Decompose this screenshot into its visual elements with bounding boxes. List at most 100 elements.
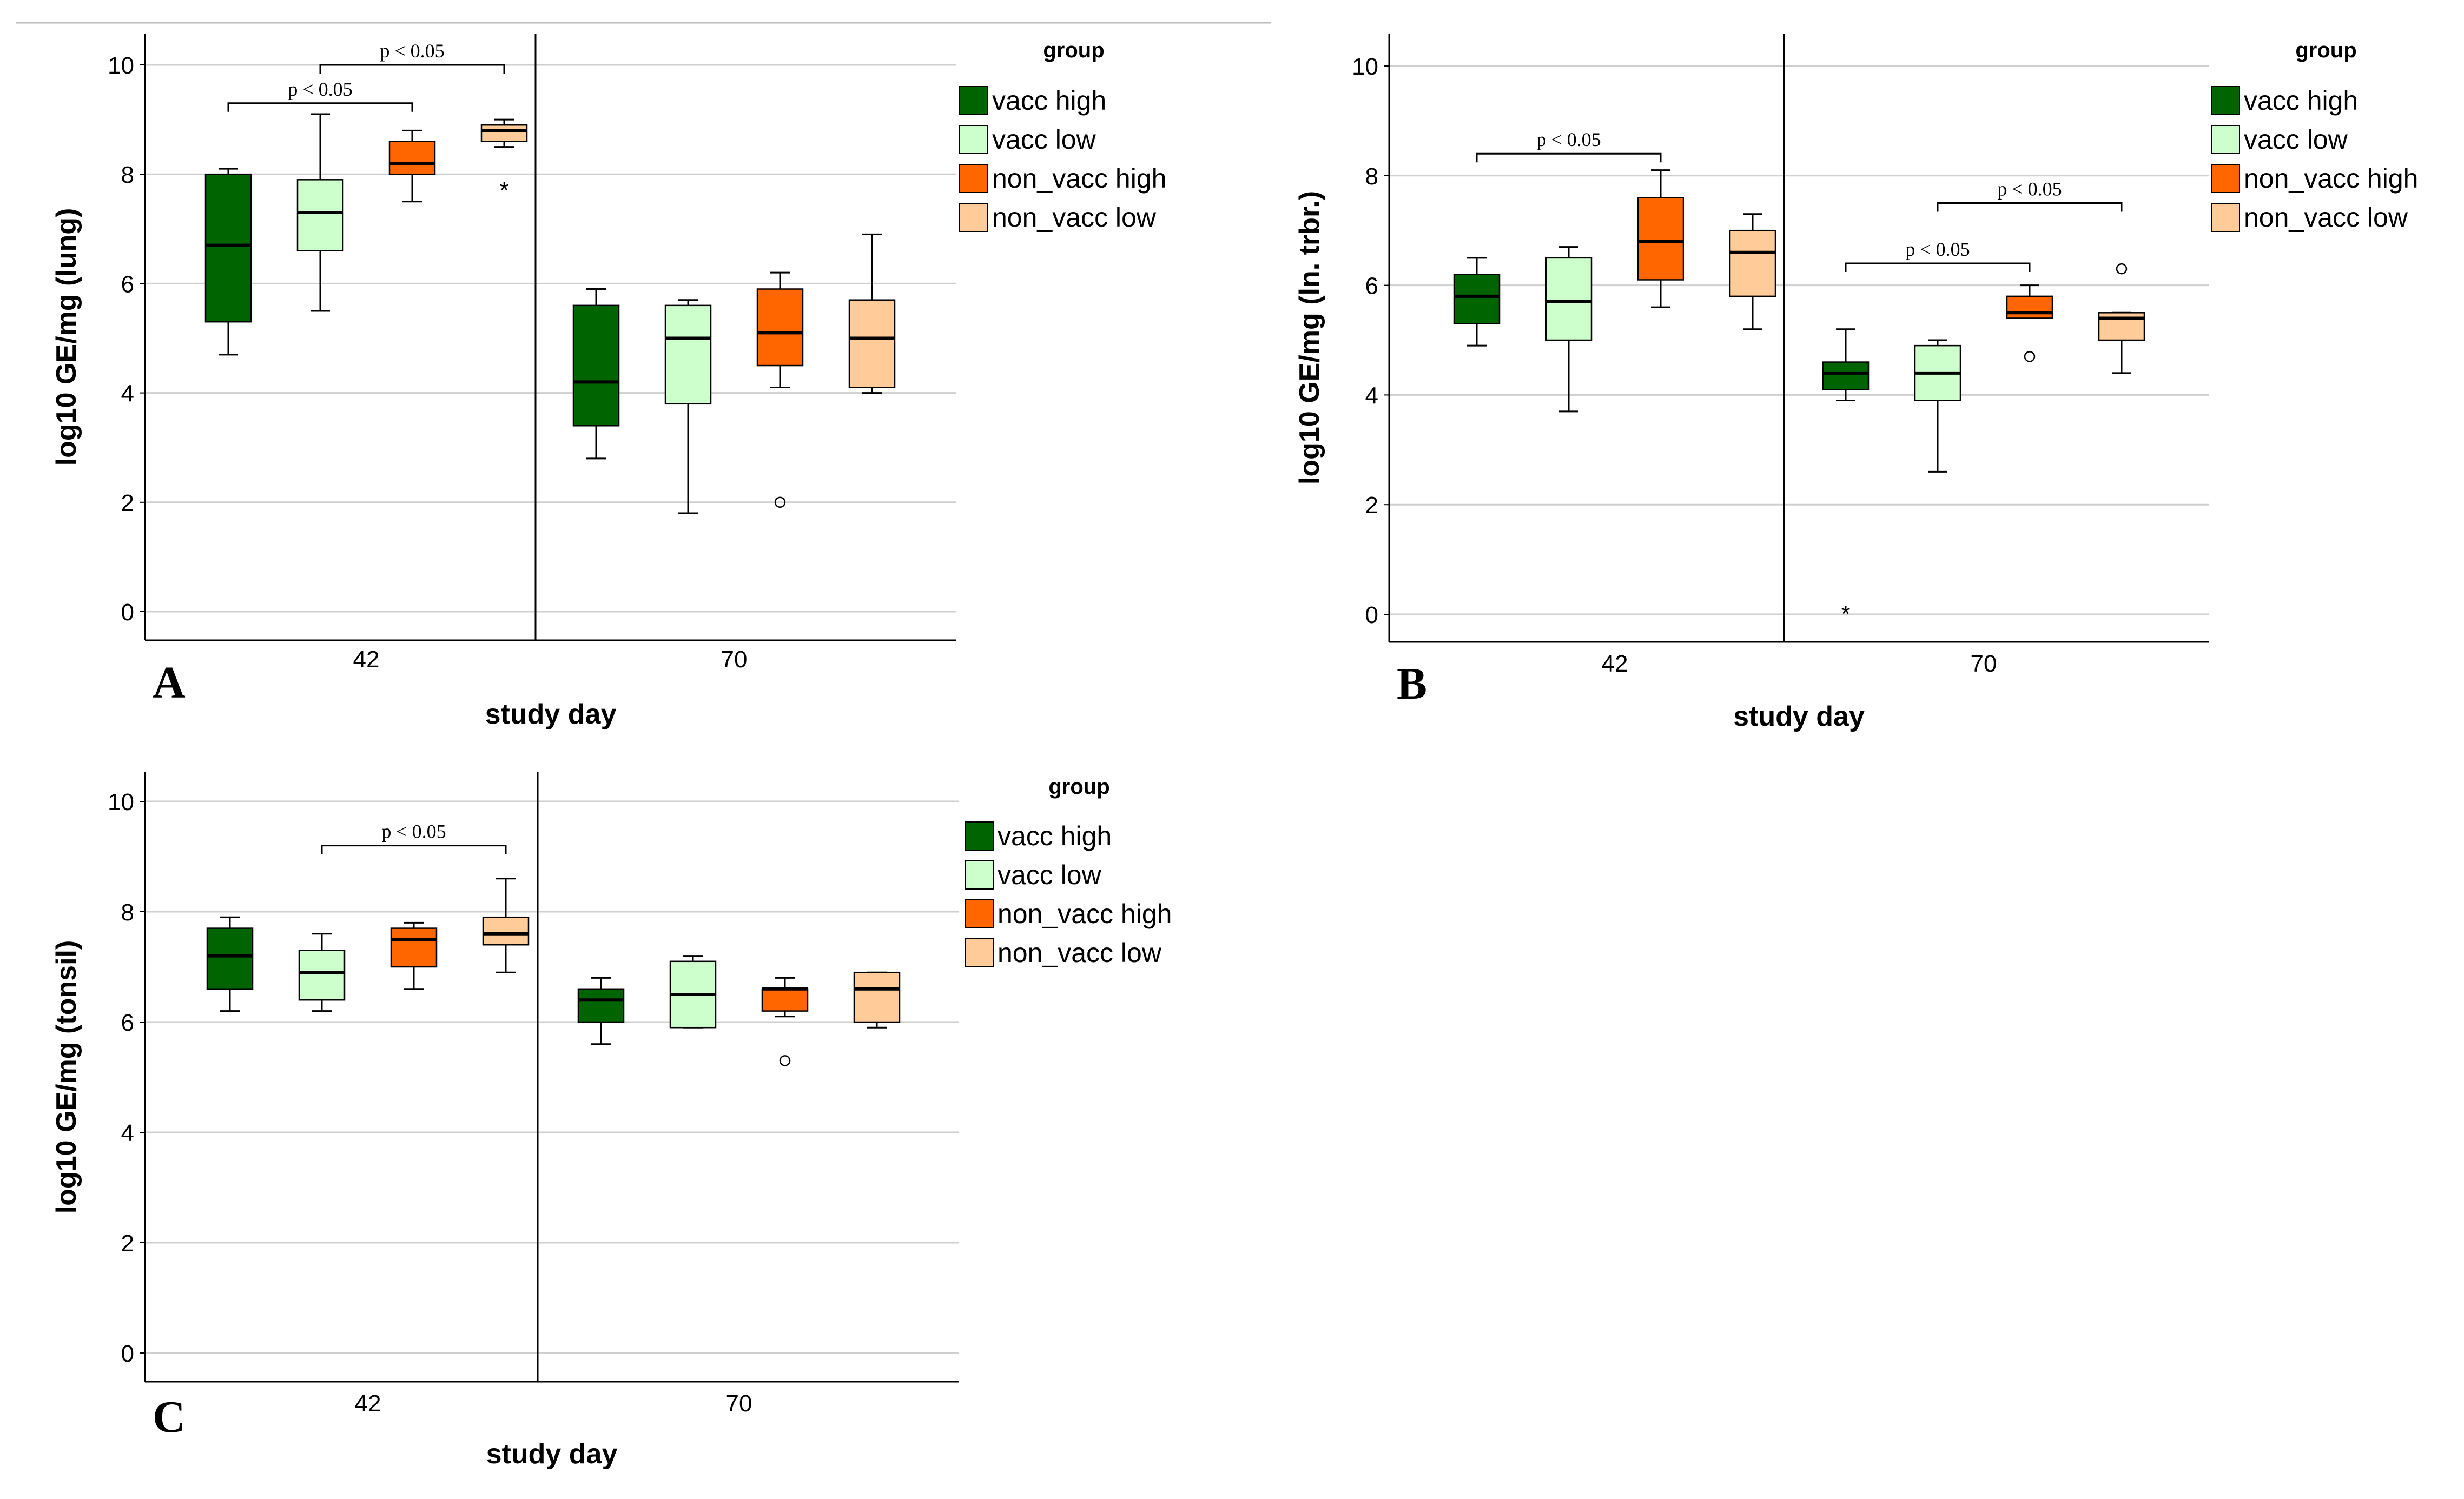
box-vacc_low-day-70 [664,299,712,514]
box-non_vacc_low-day-70 [853,971,901,1029]
box-vacc_low-day-42 [1545,246,1593,413]
legend-title: group [1048,775,1109,799]
legend-label-non_vacc_high: non_vacc high [2244,163,2418,194]
legend-swatch-vacc_low [2211,125,2240,154]
y-tick-label: 10 [108,789,134,815]
bracket-line [1845,262,2031,273]
box-non_vacc_high-day-42 [388,129,436,203]
box-iqr [1637,197,1684,281]
legend-title: group [2295,38,2356,62]
x-axis-label: study day [485,699,617,730]
legend-label-non_vacc_low: non_vacc low [992,202,1157,233]
box-iqr [761,988,809,1012]
p-value-label: p < 0.05 [288,78,352,100]
box-iqr [388,141,436,175]
legend-swatch-non_vacc_low [959,203,988,232]
box-iqr [1822,361,1870,390]
y-tick-label: 4 [121,1120,134,1146]
box-iqr [853,971,901,1023]
y-tick-label: 4 [1365,382,1378,409]
legend-label-vacc_low: vacc low [2244,124,2348,155]
box-iqr [756,288,804,367]
legend-swatch-non_vacc_high [965,899,994,928]
box-non_vacc_high-day-70 [2006,284,2053,362]
legend-label-vacc_high: vacc high [2244,85,2358,116]
y-tick-label: 2 [1365,492,1378,519]
outlier-point [774,496,786,508]
box-non_vacc_low-day-42: * [480,118,528,204]
legend-label-non_vacc_high: non_vacc high [992,163,1166,194]
panel-letter: A [153,658,186,708]
legend-label-non_vacc_high: non_vacc high [998,899,1172,929]
box-vacc_high-day-70 [572,288,620,460]
y-tick-label: 0 [121,1341,134,1367]
legend-label-vacc_low: vacc low [992,124,1096,155]
y-tick-label: 8 [1365,163,1378,190]
y-tick-label: 0 [121,599,134,626]
x-tick-label: 42 [1602,651,1628,677]
legend-swatch-vacc_low [965,860,994,890]
legend-swatch-non_vacc_low [2211,203,2240,232]
x-tick-label: 42 [355,1390,381,1417]
box-iqr [2006,295,2053,319]
outlier-point [779,1055,791,1066]
y-tick-label: 10 [108,52,134,79]
significance-bracket: p < 0.05 [227,78,413,112]
p-value-label: p < 0.05 [1536,129,1601,150]
box-iqr [1729,229,1776,297]
bracket-line [1937,202,2123,212]
significance-bracket: p < 0.05 [319,40,505,74]
bracket-line [321,845,507,854]
legend: group vacc high vacc low non_vacc high non_v… [965,775,1172,968]
box-iqr [482,916,530,946]
box-non_vacc_high-day-70 [756,271,804,508]
y-tick-label: 8 [121,162,134,188]
box-vacc_low-day-70 [1914,339,1961,473]
legend-label-vacc_low: vacc low [998,860,1102,890]
legend-label-non_vacc_low: non_vacc low [2244,202,2408,233]
box-iqr [848,299,896,388]
extreme-point: * [1841,601,1850,627]
chart-panel-a: 0 2 4 6 8 10 42 70 study day log10 GE/mg (lung) A *… [51,34,1166,730]
box-vacc_high-day-70: * [1822,328,1870,627]
legend-title: group [1043,38,1104,62]
box-iqr [1545,257,1593,341]
box-iqr [204,173,252,323]
y-tick-label: 6 [1365,273,1378,300]
legend-swatch-vacc_high [2211,86,2240,115]
y-tick-label: 2 [121,490,134,516]
box-vacc_low-day-70 [669,955,717,1029]
y-tick-label: 0 [1365,602,1378,628]
extreme-point: * [499,177,508,204]
box-non_vacc_low-day-70 [848,233,896,394]
legend-label-vacc_high: vacc high [992,85,1106,116]
legend-swatch-non_vacc_high [959,164,988,193]
y-tick-label: 8 [121,899,134,926]
p-value-label: p < 0.05 [381,821,446,843]
legend: group vacc high vacc low non_vacc high non_v… [959,38,1166,233]
y-tick-label: 6 [121,1010,134,1036]
y-axis-label: log10 GE/mg (tonsil) [51,940,82,1214]
p-value-label: p < 0.05 [1905,238,1970,260]
box-iqr [298,950,346,1001]
y-tick-label: 4 [121,381,134,407]
legend-swatch-non_vacc_low [965,938,994,967]
box-vacc_high-day-42 [1453,257,1501,347]
bracket-line [227,102,413,112]
box-iqr [572,304,620,427]
x-tick-label: 70 [1971,651,1997,677]
x-tick-label: 70 [726,1390,752,1417]
legend-label-vacc_high: vacc high [998,821,1112,851]
legend-swatch-non_vacc_high [2211,164,2240,193]
box-iqr [296,179,344,251]
significance-bracket: p < 0.05 [1476,129,1662,163]
significance-bracket: p < 0.05 [1845,238,2031,273]
box-vacc_high-day-42 [204,168,252,356]
legend-label-non_vacc_low: non_vacc low [998,938,1162,968]
significance-bracket: p < 0.05 [1937,178,2123,212]
y-tick-label: 2 [121,1230,134,1257]
bracket-line [1476,152,1662,163]
x-tick-label: 70 [721,646,748,673]
legend: group vacc high vacc low non_vacc high non_v… [2211,38,2418,233]
